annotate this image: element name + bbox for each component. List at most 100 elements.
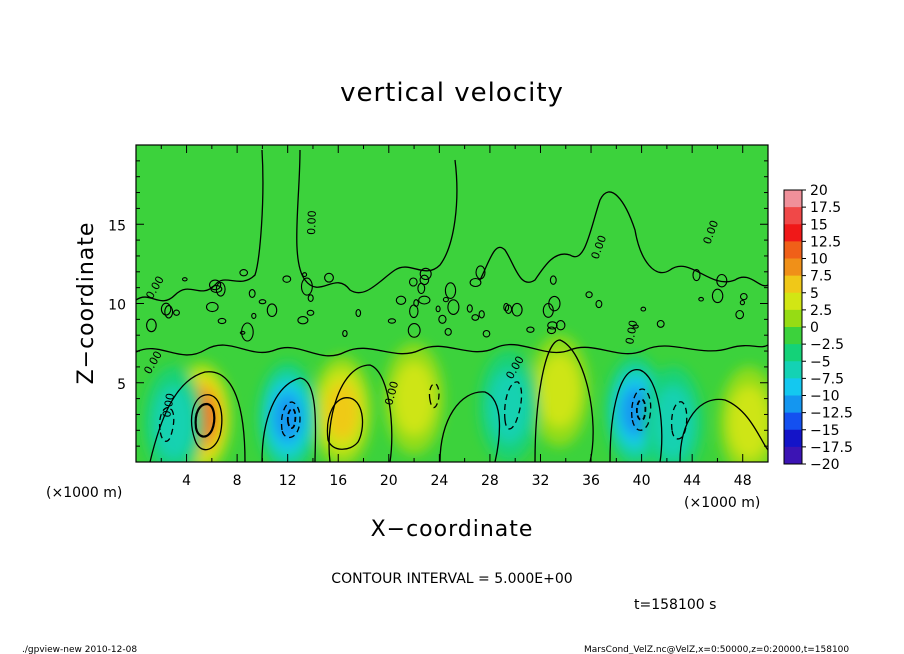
contour-zero-upper <box>136 149 768 302</box>
contour-zero-lower <box>136 343 768 357</box>
colorbar-swatch <box>784 378 802 396</box>
colorbar-label: −7.5 <box>810 371 844 387</box>
noise-contour <box>181 277 188 282</box>
noise-contour <box>258 299 267 305</box>
colorbar-swatch <box>784 224 802 242</box>
contour-minus-five <box>158 381 688 442</box>
velocity-cell-4 <box>719 366 768 462</box>
y-tick-label: 15 <box>108 218 126 234</box>
colorbar-label: 10 <box>810 252 828 268</box>
noise-contour <box>526 326 535 333</box>
noise-contour <box>503 302 510 312</box>
noise-contour <box>266 303 278 318</box>
noise-contour <box>549 275 557 285</box>
x-tick-label: 44 <box>683 473 701 489</box>
noise-contour <box>444 327 452 336</box>
noise-contour <box>716 273 728 288</box>
colorbar-swatch <box>784 412 802 431</box>
x-tick-label: 8 <box>233 473 242 489</box>
noise-contour <box>205 301 219 313</box>
noise-contour <box>547 321 558 330</box>
noise-contour <box>739 299 746 306</box>
noise-contour <box>408 277 418 287</box>
noise-contour <box>419 267 432 281</box>
colorbar-label: 20 <box>810 183 828 199</box>
colorbar-swatch <box>784 344 802 362</box>
colorbar-swatch <box>784 258 802 277</box>
noise-contour <box>324 272 334 283</box>
colorbar-label: −17.5 <box>810 440 853 456</box>
contour-label: 0.00 <box>382 380 401 407</box>
noise-contour <box>711 288 724 304</box>
contour-zero-bottom-cells <box>149 339 768 462</box>
y-axis: 5 10 15 <box>108 144 768 463</box>
x-axis: 4 8 12 16 20 24 28 32 36 40 44 48 <box>135 145 769 489</box>
velocity-cell-3 <box>384 342 445 455</box>
contour-plus-ten <box>194 402 216 438</box>
x-axis-label: X−coordinate <box>371 517 534 542</box>
footer-left: ./gpview-new 2010-12-08 <box>22 645 137 654</box>
noise-contour <box>173 309 180 316</box>
plot-area: 0.000.000.000.000.000.000.000.000.00 <box>136 145 768 462</box>
noise-contour <box>739 292 748 301</box>
colorbar-label: −10 <box>810 389 840 405</box>
noise-contour <box>409 304 419 319</box>
contour-minus-ten <box>286 398 647 429</box>
colorbar-swatch <box>784 309 802 328</box>
noise-contour <box>632 324 639 329</box>
noise-contour <box>478 310 485 319</box>
velocity-cell-5 <box>257 361 318 462</box>
y-axis-label: Z−coordinate <box>74 222 99 385</box>
velocity-cell-9 <box>643 366 704 462</box>
x-tick-label: 32 <box>532 473 550 489</box>
noise-contour <box>248 289 256 298</box>
noise-contour <box>482 329 491 338</box>
x-unit-right: (×1000 m) <box>684 495 760 511</box>
noise-contour <box>239 330 246 335</box>
x-tick-label: 16 <box>329 473 347 489</box>
noise-contour <box>417 282 426 295</box>
noise-contour <box>546 326 557 335</box>
x-unit-left: (×1000 m) <box>46 485 122 501</box>
noise-contour <box>555 320 566 331</box>
noise-contour <box>585 291 593 299</box>
colorbar-swatch <box>784 429 802 448</box>
velocity-cell-2 <box>529 334 590 447</box>
noise-contour <box>475 265 486 280</box>
colorbar-swatch <box>784 207 802 225</box>
contour-interval: CONTOUR INTERVAL = 5.000E+00 <box>331 571 572 587</box>
noise-contour <box>735 309 745 320</box>
noise-contour <box>595 299 603 309</box>
colorbar-swatch <box>784 446 802 465</box>
colorbar-label: 5 <box>810 286 819 302</box>
x-tick-label: 36 <box>582 473 600 489</box>
x-tick-label: 24 <box>430 473 448 489</box>
colorbar-label: −12.5 <box>810 406 853 422</box>
noise-contour <box>419 274 430 286</box>
noise-contour <box>692 269 701 282</box>
noise-contour <box>395 295 407 305</box>
colorbar-label: −20 <box>810 457 840 473</box>
colorbar-swatch <box>784 275 802 294</box>
noise-contour <box>297 316 309 325</box>
x-tick-label: 48 <box>734 473 752 489</box>
colorbar-label: 0 <box>810 320 819 336</box>
colorbar-label: −2.5 <box>810 337 844 353</box>
noise-contour <box>282 275 292 283</box>
colorbar-label: −15 <box>810 423 840 439</box>
noise-contour <box>164 305 174 319</box>
contour-lines <box>136 149 768 462</box>
noise-contour <box>302 272 308 278</box>
velocity-cell-1 <box>312 355 373 462</box>
noise-contour <box>444 282 457 299</box>
noise-contour <box>542 302 554 318</box>
colorbar-label: 17.5 <box>810 200 841 216</box>
noise-contour <box>217 317 227 325</box>
footer-right: MarsCond_VelZ.nc@VelZ,x=0:50000,z=0:2000… <box>584 645 849 654</box>
noise-contour <box>251 312 257 319</box>
noise-contour <box>307 294 314 302</box>
noise-contour <box>208 279 222 291</box>
colorbar-swatch <box>784 395 802 414</box>
